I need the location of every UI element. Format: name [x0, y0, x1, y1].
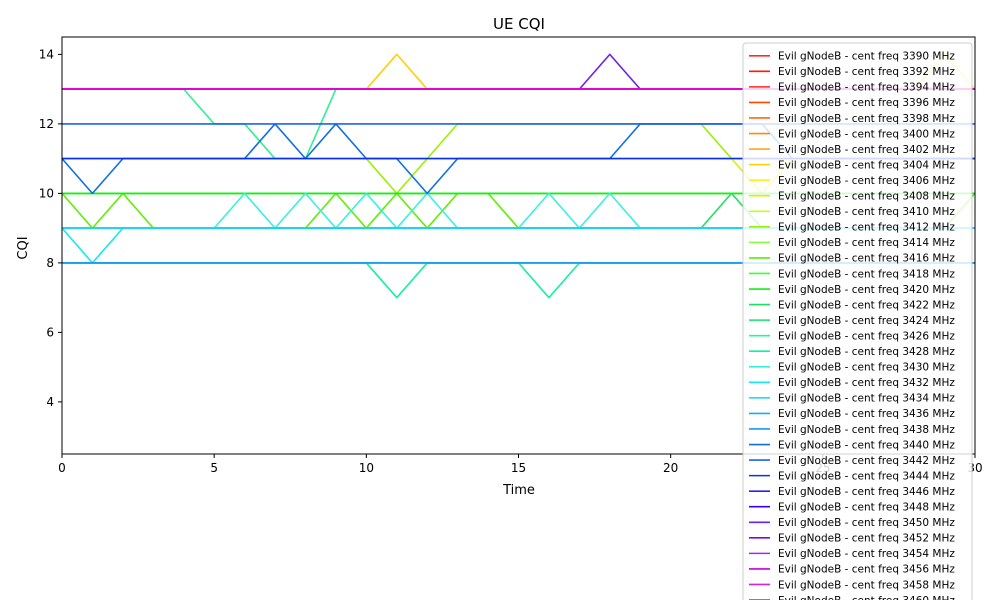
- x-tick-label: 15: [511, 461, 526, 475]
- legend-label-36: Evil gNodeB - cent freq 3460 MHz: [778, 595, 955, 600]
- legend-label-31: Evil gNodeB - cent freq 3450 MHz: [778, 517, 955, 529]
- y-tick-label: 12: [39, 117, 54, 131]
- legend-label-24: Evil gNodeB - cent freq 3436 MHz: [778, 408, 955, 420]
- x-tick-label: 0: [58, 461, 66, 475]
- legend-label-14: Evil gNodeB - cent freq 3416 MHz: [778, 253, 955, 265]
- x-axis-label: Time: [502, 483, 535, 498]
- x-tick-label: 20: [663, 461, 678, 475]
- legend-label-8: Evil gNodeB - cent freq 3404 MHz: [778, 159, 955, 171]
- x-tick-label: 5: [210, 461, 218, 475]
- legend-label-6: Evil gNodeB - cent freq 3400 MHz: [778, 128, 955, 140]
- legend-label-19: Evil gNodeB - cent freq 3426 MHz: [778, 330, 955, 342]
- legend-label-28: Evil gNodeB - cent freq 3444 MHz: [778, 470, 955, 482]
- legend-label-17: Evil gNodeB - cent freq 3422 MHz: [778, 299, 955, 311]
- legend-label-29: Evil gNodeB - cent freq 3446 MHz: [778, 486, 955, 498]
- y-tick-label: 10: [39, 186, 54, 200]
- legend-label-15: Evil gNodeB - cent freq 3418 MHz: [778, 268, 955, 280]
- legend-label-30: Evil gNodeB - cent freq 3448 MHz: [778, 502, 955, 514]
- y-tick-label: 6: [46, 325, 54, 339]
- y-axis-label: CQI: [16, 236, 31, 259]
- legend-label-25: Evil gNodeB - cent freq 3438 MHz: [778, 424, 955, 436]
- legend-label-13: Evil gNodeB - cent freq 3414 MHz: [778, 237, 955, 249]
- legend-label-18: Evil gNodeB - cent freq 3424 MHz: [778, 315, 955, 327]
- legend-label-1: Evil gNodeB - cent freq 3390 MHz: [778, 51, 955, 63]
- legend-label-33: Evil gNodeB - cent freq 3454 MHz: [778, 548, 955, 560]
- legend-label-35: Evil gNodeB - cent freq 3458 MHz: [778, 579, 955, 591]
- legend-label-21: Evil gNodeB - cent freq 3430 MHz: [778, 362, 955, 374]
- legend-label-12: Evil gNodeB - cent freq 3412 MHz: [778, 222, 955, 234]
- legend-label-10: Evil gNodeB - cent freq 3408 MHz: [778, 191, 955, 203]
- legend-box: [742, 42, 973, 604]
- legend-label-27: Evil gNodeB - cent freq 3442 MHz: [778, 455, 955, 467]
- legend-label-5: Evil gNodeB - cent freq 3398 MHz: [778, 113, 955, 125]
- y-tick-label: 14: [39, 47, 54, 61]
- legend-label-16: Evil gNodeB - cent freq 3420 MHz: [778, 284, 955, 296]
- legend-label-11: Evil gNodeB - cent freq 3410 MHz: [778, 206, 955, 218]
- chart-title: UE CQI: [493, 15, 545, 33]
- legend-label-3: Evil gNodeB - cent freq 3394 MHz: [778, 82, 955, 94]
- legend-label-9: Evil gNodeB - cent freq 3406 MHz: [778, 175, 955, 187]
- legend-label-32: Evil gNodeB - cent freq 3452 MHz: [778, 533, 955, 545]
- legend-label-22: Evil gNodeB - cent freq 3432 MHz: [778, 377, 955, 389]
- legend-label-26: Evil gNodeB - cent freq 3440 MHz: [778, 439, 955, 451]
- x-tick-label: 10: [359, 461, 374, 475]
- y-tick-label: 8: [46, 256, 54, 270]
- legend-label-7: Evil gNodeB - cent freq 3402 MHz: [778, 144, 955, 156]
- legend-label-4: Evil gNodeB - cent freq 3396 MHz: [778, 97, 955, 109]
- y-tick-label: 4: [46, 395, 54, 409]
- legend-label-34: Evil gNodeB - cent freq 3456 MHz: [778, 564, 955, 576]
- legend-label-23: Evil gNodeB - cent freq 3434 MHz: [778, 393, 955, 405]
- legend: Evil gNodeB - cent freq 3390 MHz Evil gNo…: [742, 42, 973, 604]
- legend-label-20: Evil gNodeB - cent freq 3428 MHz: [778, 346, 955, 358]
- legend-label-2: Evil gNodeB - cent freq 3392 MHz: [778, 66, 955, 78]
